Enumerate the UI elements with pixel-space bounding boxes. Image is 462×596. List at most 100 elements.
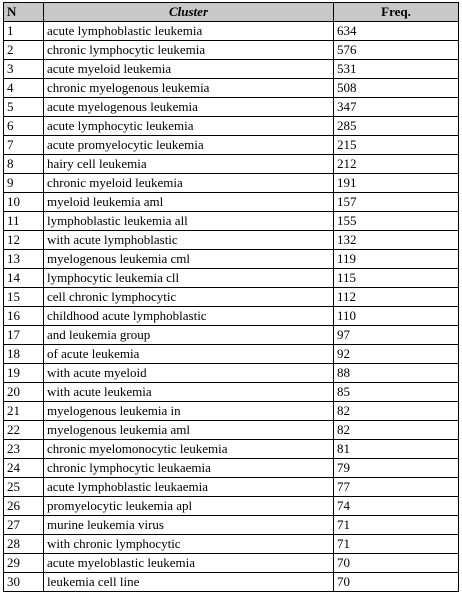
cell-freq: 347 [333,97,459,117]
cell-cluster: myelogenous leukemia aml [43,420,334,440]
cell-freq: 634 [333,21,459,41]
header-row: N Cluster Freq. [3,2,459,22]
table-row: 20 with acute leukemia 85 [3,382,459,402]
cell-freq: 285 [333,116,459,136]
cell-n: 30 [3,572,44,592]
table-row: 24 chronic lymphocytic leukaemia 79 [3,458,459,478]
cell-freq: 157 [333,192,459,212]
cell-cluster: myeloid leukemia aml [43,192,334,212]
cell-cluster: of acute leukemia [43,344,334,364]
cell-n: 22 [3,420,44,440]
cell-cluster: acute promyelocytic leukemia [43,135,334,155]
cell-cluster: lymphoblastic leukemia all [43,211,334,231]
cell-n: 20 [3,382,44,402]
table-row: 19 with acute myeloid 88 [3,363,459,383]
cell-n: 25 [3,477,44,497]
cell-n: 13 [3,249,44,269]
cell-freq: 81 [333,439,459,459]
cell-freq: 85 [333,382,459,402]
cell-freq: 155 [333,211,459,231]
cell-freq: 92 [333,344,459,364]
cell-n: 8 [3,154,44,174]
cell-n: 16 [3,306,44,326]
table-row: 25 acute lymphoblastic leukaemia 77 [3,477,459,497]
cell-cluster: chronic myelogenous leukemia [43,78,334,98]
cell-cluster: leukemia cell line [43,572,334,592]
cell-n: 23 [3,439,44,459]
cell-cluster: chronic myelomonocytic leukemia [43,439,334,459]
table-row: 29 acute myeloblastic leukemia 70 [3,553,459,573]
cell-freq: 71 [333,515,459,535]
table-row: 22 myelogenous leukemia aml 82 [3,420,459,440]
cell-freq: 215 [333,135,459,155]
table-row: 6 acute lymphocytic leukemia 285 [3,116,459,136]
cell-n: 27 [3,515,44,535]
cell-cluster: chronic lymphocytic leukaemia [43,458,334,478]
cell-n: 14 [3,268,44,288]
table-row: 4 chronic myelogenous leukemia 508 [3,78,459,98]
table-row: 28 with chronic lymphocytic 71 [3,534,459,554]
cell-freq: 531 [333,59,459,79]
cell-n: 21 [3,401,44,421]
cell-freq: 508 [333,78,459,98]
cell-freq: 212 [333,154,459,174]
cell-cluster: acute myeloblastic leukemia [43,553,334,573]
cell-n: 18 [3,344,44,364]
cell-freq: 576 [333,40,459,60]
cell-n: 17 [3,325,44,345]
cell-cluster: hairy cell leukemia [43,154,334,174]
table-row: 11 lymphoblastic leukemia all 155 [3,211,459,231]
cell-cluster: acute lymphoblastic leukaemia [43,477,334,497]
cell-freq: 191 [333,173,459,193]
cell-n: 7 [3,135,44,155]
cell-n: 12 [3,230,44,250]
cell-n: 4 [3,78,44,98]
table-container: N Cluster Freq. 1 acute lymphoblastic leu… [3,2,459,592]
table-row: 23 chronic myelomonocytic leukemia 81 [3,439,459,459]
table-row: 17 and leukemia group 97 [3,325,459,345]
table-row: 9 chronic myeloid leukemia 191 [3,173,459,193]
table-row: 15 cell chronic lymphocytic 112 [3,287,459,307]
cell-cluster: myelogenous leukemia in [43,401,334,421]
header-cluster: Cluster [43,2,334,22]
table-row: 30 leukemia cell line 70 [3,572,459,592]
cell-n: 9 [3,173,44,193]
cell-freq: 82 [333,401,459,421]
cell-cluster: acute myelogenous leukemia [43,97,334,117]
table-row: 16 childhood acute lymphoblastic 110 [3,306,459,326]
table-header: N Cluster Freq. [3,2,459,22]
cell-freq: 115 [333,268,459,288]
cell-cluster: with chronic lymphocytic [43,534,334,554]
cell-cluster: myelogenous leukemia cml [43,249,334,269]
table-row: 13 myelogenous leukemia cml 119 [3,249,459,269]
cell-freq: 112 [333,287,459,307]
table-row: 8 hairy cell leukemia 212 [3,154,459,174]
cell-freq: 71 [333,534,459,554]
cell-n: 10 [3,192,44,212]
cell-n: 1 [3,21,44,41]
table-row: 12 with acute lymphoblastic 132 [3,230,459,250]
cell-cluster: acute myeloid leukemia [43,59,334,79]
table-row: 18 of acute leukemia 92 [3,344,459,364]
table-row: 2 chronic lymphocytic leukemia 576 [3,40,459,60]
cell-n: 28 [3,534,44,554]
cell-cluster: acute lymphoblastic leukemia [43,21,334,41]
cell-freq: 88 [333,363,459,383]
cell-n: 19 [3,363,44,383]
cell-freq: 70 [333,553,459,573]
table-row: 3 acute myeloid leukemia 531 [3,59,459,79]
cell-freq: 132 [333,230,459,250]
table-body: 1 acute lymphoblastic leukemia 634 2 chronic… [3,21,459,592]
cell-freq: 77 [333,477,459,497]
cell-freq: 79 [333,458,459,478]
cell-n: 6 [3,116,44,136]
cell-freq: 82 [333,420,459,440]
cell-freq: 70 [333,572,459,592]
cell-n: 3 [3,59,44,79]
cell-n: 29 [3,553,44,573]
cell-freq: 119 [333,249,459,269]
cluster-frequency-table: N Cluster Freq. 1 acute lymphoblastic leu… [3,2,459,592]
table-row: 14 lymphocytic leukemia cll 115 [3,268,459,288]
cell-n: 24 [3,458,44,478]
table-row: 10 myeloid leukemia aml 157 [3,192,459,212]
